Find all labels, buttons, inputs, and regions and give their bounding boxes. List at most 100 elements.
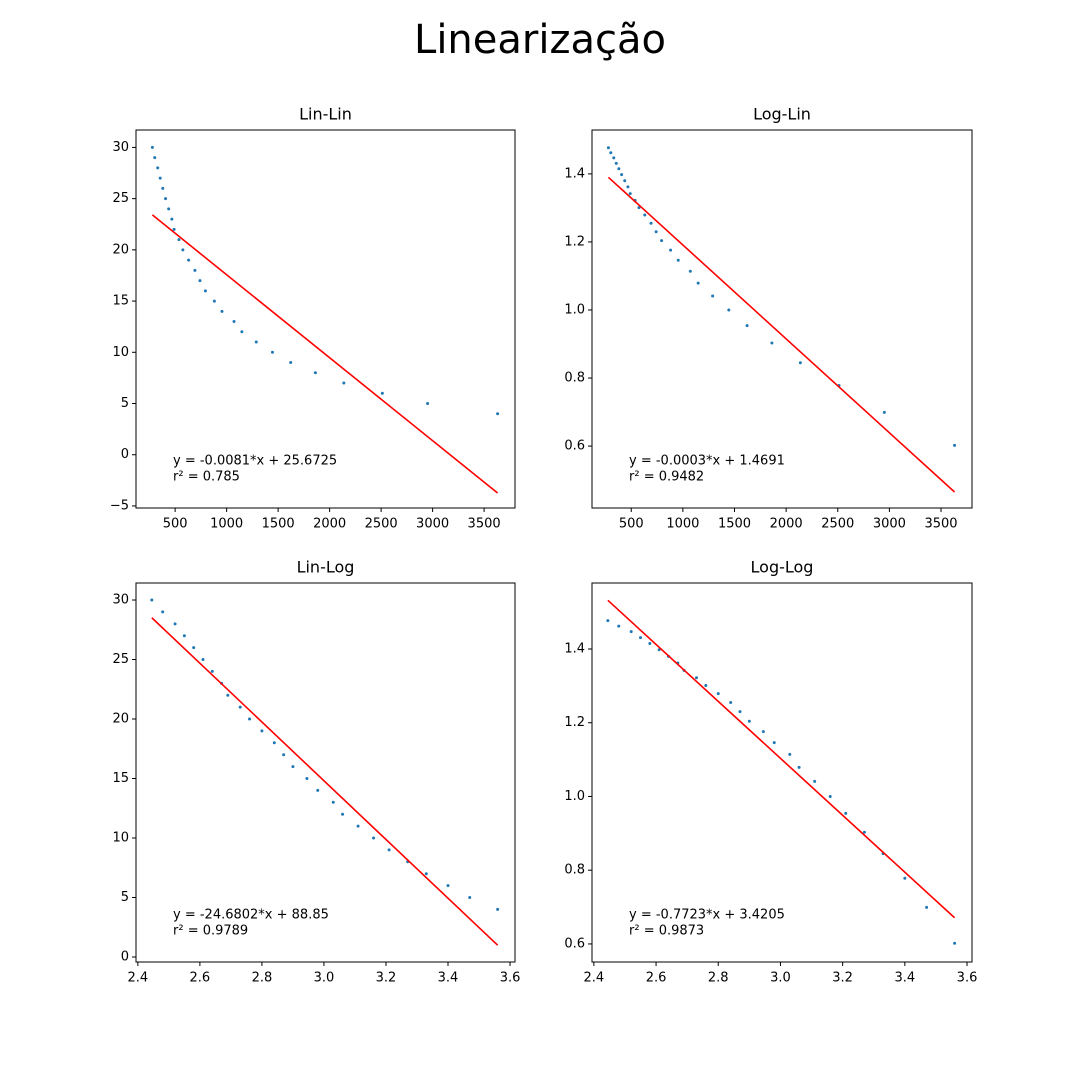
- point: [203, 289, 207, 293]
- y-tick-label: 20: [112, 712, 129, 727]
- x-tick-label: 3000: [873, 517, 906, 532]
- point: [798, 361, 802, 365]
- y-tick-label: 5: [121, 890, 129, 905]
- annotation: y = -0.0081*x + 25.6725: [173, 454, 337, 469]
- annotation: r² = 0.9789: [173, 924, 248, 939]
- point: [212, 299, 216, 303]
- point: [882, 410, 886, 414]
- point: [356, 824, 360, 828]
- y-tick-label: 0: [121, 950, 129, 965]
- y-tick-label: 20: [112, 242, 129, 257]
- y-tick-label: 10: [112, 345, 129, 360]
- point: [643, 213, 647, 217]
- axes-frame: [591, 129, 973, 509]
- y-tick-label: −5: [110, 498, 129, 513]
- x-tick-label: 2.6: [190, 971, 211, 986]
- point: [716, 692, 720, 696]
- y-tick-label: 1.2: [564, 715, 585, 730]
- x-tick-label: 3.0: [314, 971, 335, 986]
- point: [331, 800, 335, 804]
- x-tick-label: 2000: [313, 517, 346, 532]
- point: [164, 197, 168, 201]
- y-tick-label: 25: [112, 652, 129, 667]
- point: [161, 610, 165, 614]
- point: [727, 308, 731, 312]
- point: [648, 641, 652, 645]
- x-tick-label: 2.8: [252, 971, 273, 986]
- x-tick-label: 3.0: [770, 971, 791, 986]
- point: [788, 752, 792, 756]
- x-tick-label: 3500: [468, 517, 501, 532]
- point: [226, 693, 230, 697]
- point: [649, 221, 653, 225]
- point: [496, 412, 500, 416]
- fit-line: [607, 599, 956, 919]
- x-tick-label: 2.6: [646, 971, 667, 986]
- point: [173, 622, 177, 626]
- x-tick-label: 2.8: [708, 971, 729, 986]
- point: [380, 391, 384, 395]
- x-tick-label: 3.6: [957, 971, 978, 986]
- figure-title: Linearização: [414, 17, 666, 63]
- x-tick-label: 3.6: [500, 971, 521, 986]
- point: [729, 700, 733, 704]
- point: [270, 350, 274, 354]
- annotation: r² = 0.9482: [629, 470, 704, 485]
- point: [210, 669, 214, 673]
- point: [240, 330, 244, 334]
- point: [614, 161, 618, 165]
- point: [628, 192, 632, 196]
- point: [201, 658, 205, 662]
- point: [828, 794, 832, 798]
- point: [192, 646, 196, 650]
- point: [182, 634, 186, 638]
- axes-frame: [135, 582, 516, 963]
- subplot-title: Lin-Log: [297, 558, 355, 577]
- point: [676, 258, 680, 262]
- y-tick-label: 0.8: [564, 371, 585, 386]
- y-tick-label: 25: [112, 191, 129, 206]
- point: [161, 186, 165, 190]
- subplot-title: Lin-Lin: [299, 105, 352, 124]
- point: [193, 268, 197, 272]
- point: [177, 238, 181, 242]
- point: [372, 836, 376, 840]
- point: [272, 741, 276, 745]
- point: [468, 896, 472, 900]
- y-tick-label: 1.4: [564, 641, 585, 656]
- annotation: r² = 0.9873: [629, 924, 704, 939]
- point: [626, 185, 630, 189]
- point: [170, 217, 174, 221]
- y-tick-label: 5: [121, 396, 129, 411]
- x-tick-label: 3000: [416, 517, 449, 532]
- annotation: y = -24.6802*x + 88.85: [173, 908, 329, 923]
- y-tick-label: 0: [121, 447, 129, 462]
- axes-frame: [591, 582, 973, 963]
- point: [669, 248, 673, 252]
- point: [260, 729, 264, 733]
- point: [623, 179, 627, 183]
- x-tick-label: 3.2: [376, 971, 397, 986]
- y-tick-label: 15: [112, 771, 129, 786]
- x-tick-label: 3.2: [832, 971, 853, 986]
- point: [609, 151, 613, 155]
- annotation: r² = 0.785: [173, 470, 240, 485]
- y-tick-label: 1.4: [564, 166, 585, 181]
- x-tick-label: 3500: [924, 517, 957, 532]
- y-tick-label: 0.6: [564, 936, 585, 951]
- point: [153, 156, 157, 160]
- point: [316, 788, 320, 792]
- y-tick-label: 30: [112, 140, 129, 155]
- point: [704, 683, 708, 687]
- fit-line: [607, 176, 956, 493]
- fit-line: [151, 214, 499, 494]
- point: [291, 765, 295, 769]
- point: [187, 258, 191, 262]
- y-tick-label: 15: [112, 294, 129, 309]
- point: [426, 402, 430, 406]
- point: [617, 624, 621, 628]
- point: [694, 676, 698, 680]
- point: [220, 309, 224, 313]
